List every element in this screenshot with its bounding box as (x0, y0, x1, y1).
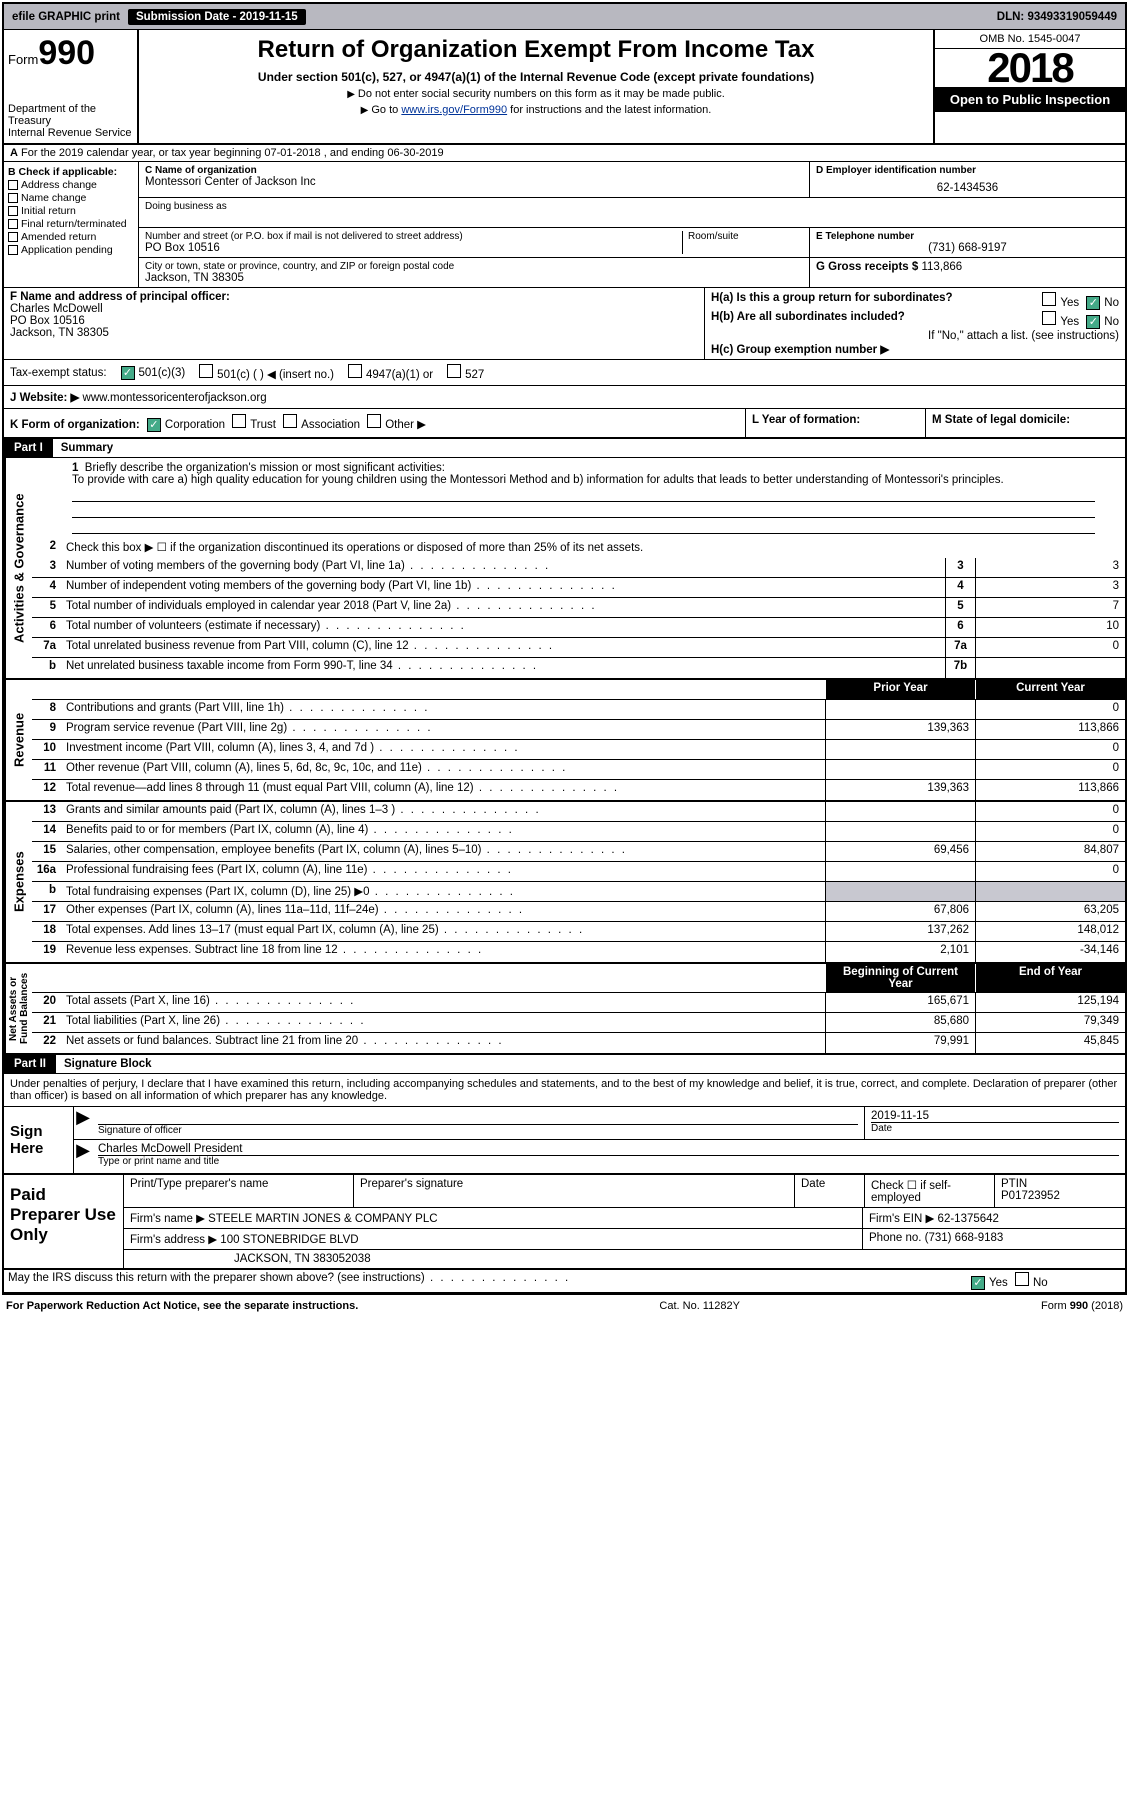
form-subtitle: Under section 501(c), 527, or 4947(a)(1)… (145, 70, 927, 84)
prep-name-hdr: Print/Type preparer's name (124, 1175, 354, 1207)
check-final-return[interactable]: Final return/terminated (8, 218, 134, 230)
firm-ein: 62-1375642 (938, 1213, 999, 1225)
line-14: Benefits paid to or for members (Part IX… (62, 822, 825, 841)
prep-selfemp: Check ☐ if self-employed (865, 1175, 995, 1207)
tax-year: 2018 (935, 49, 1125, 87)
phone-value: (731) 668-9197 (816, 242, 1119, 254)
col-b-checkboxes: B Check if applicable: Address change Na… (4, 162, 139, 287)
check-name-change[interactable]: Name change (8, 192, 134, 204)
ptin-value: P01723952 (1001, 1190, 1060, 1202)
line-12: Total revenue—add lines 8 through 11 (mu… (62, 780, 825, 800)
paid-preparer-label: Paid Preparer Use Only (4, 1175, 124, 1268)
efile-label[interactable]: efile GRAPHIC print (4, 9, 128, 25)
check-amended[interactable]: Amended return (8, 231, 134, 243)
street-label: Number and street (or P.O. box if mail i… (145, 231, 682, 242)
line-b: Total fundraising expenses (Part IX, col… (62, 882, 825, 901)
row-j-website: J Website: ▶ www.montessoricenterofjacks… (4, 386, 1125, 409)
firm-phone: (731) 668-9183 (925, 1232, 1004, 1244)
prep-date-hdr: Date (795, 1175, 865, 1207)
line-13: Grants and similar amounts paid (Part IX… (62, 802, 825, 821)
street-value: PO Box 10516 (145, 242, 682, 254)
line-7a: Total unrelated business revenue from Pa… (62, 638, 945, 657)
line-2-discontinued: Check this box ▶ ☐ if the organization d… (62, 538, 1125, 558)
line-6: Total number of volunteers (estimate if … (62, 618, 945, 637)
line-10: Investment income (Part VIII, column (A)… (62, 740, 825, 759)
form-title: Return of Organization Exempt From Incom… (145, 36, 927, 64)
col-end-year: End of Year (975, 964, 1125, 992)
line-16a: Professional fundraising fees (Part IX, … (62, 862, 825, 881)
signature-declaration: Under penalties of perjury, I declare th… (4, 1074, 1125, 1106)
col-begin-year: Beginning of Current Year (825, 964, 975, 992)
line-22: Net assets or fund balances. Subtract li… (62, 1033, 825, 1053)
form-header: Form990 Department of the Treasury Inter… (4, 30, 1125, 145)
col-f-officer: F Name and address of principal officer:… (4, 288, 705, 359)
firm-addr-2: JACKSON, TN 383052038 (124, 1250, 1125, 1268)
submission-date-button[interactable]: Submission Date - 2019-11-15 (128, 9, 306, 25)
line-19: Revenue less expenses. Subtract line 18 … (62, 942, 825, 962)
line-17: Other expenses (Part IX, column (A), lin… (62, 902, 825, 921)
form-note-1: Do not enter social security numbers on … (145, 88, 927, 100)
line-11: Other revenue (Part VIII, column (A), li… (62, 760, 825, 779)
vert-governance: Activities & Governance (4, 458, 32, 678)
row-i-tax-status: Tax-exempt status: ✓501(c)(3) 501(c) ( )… (4, 360, 1125, 386)
sig-date: 2019-11-15 (871, 1110, 1119, 1122)
dba-label: Doing business as (145, 201, 1119, 212)
row-a-tax-year: A For the 2019 calendar year, or tax yea… (4, 145, 1125, 162)
line-9: Program service revenue (Part VIII, line… (62, 720, 825, 739)
dln-label: DLN: 93493319059449 (989, 9, 1125, 25)
officer-sig-label: Signature of officer (98, 1124, 858, 1136)
line-5: Total number of individuals employed in … (62, 598, 945, 617)
phone-label: E Telephone number (816, 231, 1119, 242)
dept-label: Department of the Treasury Internal Reve… (8, 103, 133, 139)
city-label: City or town, state or province, country… (145, 261, 803, 272)
mission-block: 1 Briefly describe the organization's mi… (32, 458, 1125, 538)
line-b: Net unrelated business taxable income fr… (62, 658, 945, 678)
vert-net-assets: Net Assets or Fund Balances (4, 964, 32, 1053)
check-app-pending[interactable]: Application pending (8, 244, 134, 256)
org-name: Montessori Center of Jackson Inc (145, 176, 803, 188)
page-footer: For Paperwork Reduction Act Notice, see … (0, 1297, 1129, 1315)
vert-revenue: Revenue (4, 680, 32, 800)
arrow-icon: ▶ (74, 1107, 92, 1139)
arrow-icon: ▶ (74, 1140, 92, 1170)
check-initial-return[interactable]: Initial return (8, 205, 134, 217)
part-2-header: Part II Signature Block (4, 1055, 1125, 1074)
city-value: Jackson, TN 38305 (145, 272, 803, 284)
instructions-link[interactable]: www.irs.gov/Form990 (401, 104, 507, 116)
top-toolbar: efile GRAPHIC print Submission Date - 20… (4, 4, 1125, 30)
col-h-group: H(a) Is this a group return for subordin… (705, 288, 1125, 359)
vert-expenses: Expenses (4, 802, 32, 962)
check-address-change[interactable]: Address change (8, 179, 134, 191)
line-8: Contributions and grants (Part VIII, lin… (62, 700, 825, 719)
sign-here-label: Sign Here (4, 1107, 74, 1173)
col-current-year: Current Year (975, 680, 1125, 699)
firm-name: STEELE MARTIN JONES & COMPANY PLC (208, 1213, 437, 1225)
org-name-label: C Name of organization (145, 165, 803, 176)
row-k-form-org: K Form of organization: ✓Corporation Tru… (4, 409, 1125, 439)
line-21: Total liabilities (Part X, line 26) (62, 1013, 825, 1032)
prep-sig-hdr: Preparer's signature (354, 1175, 795, 1207)
firm-addr-1: 100 STONEBRIDGE BLVD (220, 1234, 358, 1246)
line-18: Total expenses. Add lines 13–17 (must eq… (62, 922, 825, 941)
line-20: Total assets (Part X, line 16) (62, 993, 825, 1012)
room-label: Room/suite (683, 231, 803, 254)
form-note-2: Go to www.irs.gov/Form990 for instructio… (145, 104, 927, 116)
officer-name: Charles McDowell President (98, 1143, 1119, 1155)
gross-receipts: G Gross receipts $ 113,866 (810, 258, 1125, 276)
part-1-header: Part I Summary (4, 439, 1125, 458)
line-3: Number of voting members of the governin… (62, 558, 945, 577)
line-4: Number of independent voting members of … (62, 578, 945, 597)
form-number: Form990 (8, 34, 133, 73)
discuss-row: May the IRS discuss this return with the… (4, 1270, 1125, 1293)
ein-label: D Employer identification number (816, 165, 1119, 176)
line-15: Salaries, other compensation, employee b… (62, 842, 825, 861)
col-prior-year: Prior Year (825, 680, 975, 699)
ein-value: 62-1434536 (816, 182, 1119, 194)
